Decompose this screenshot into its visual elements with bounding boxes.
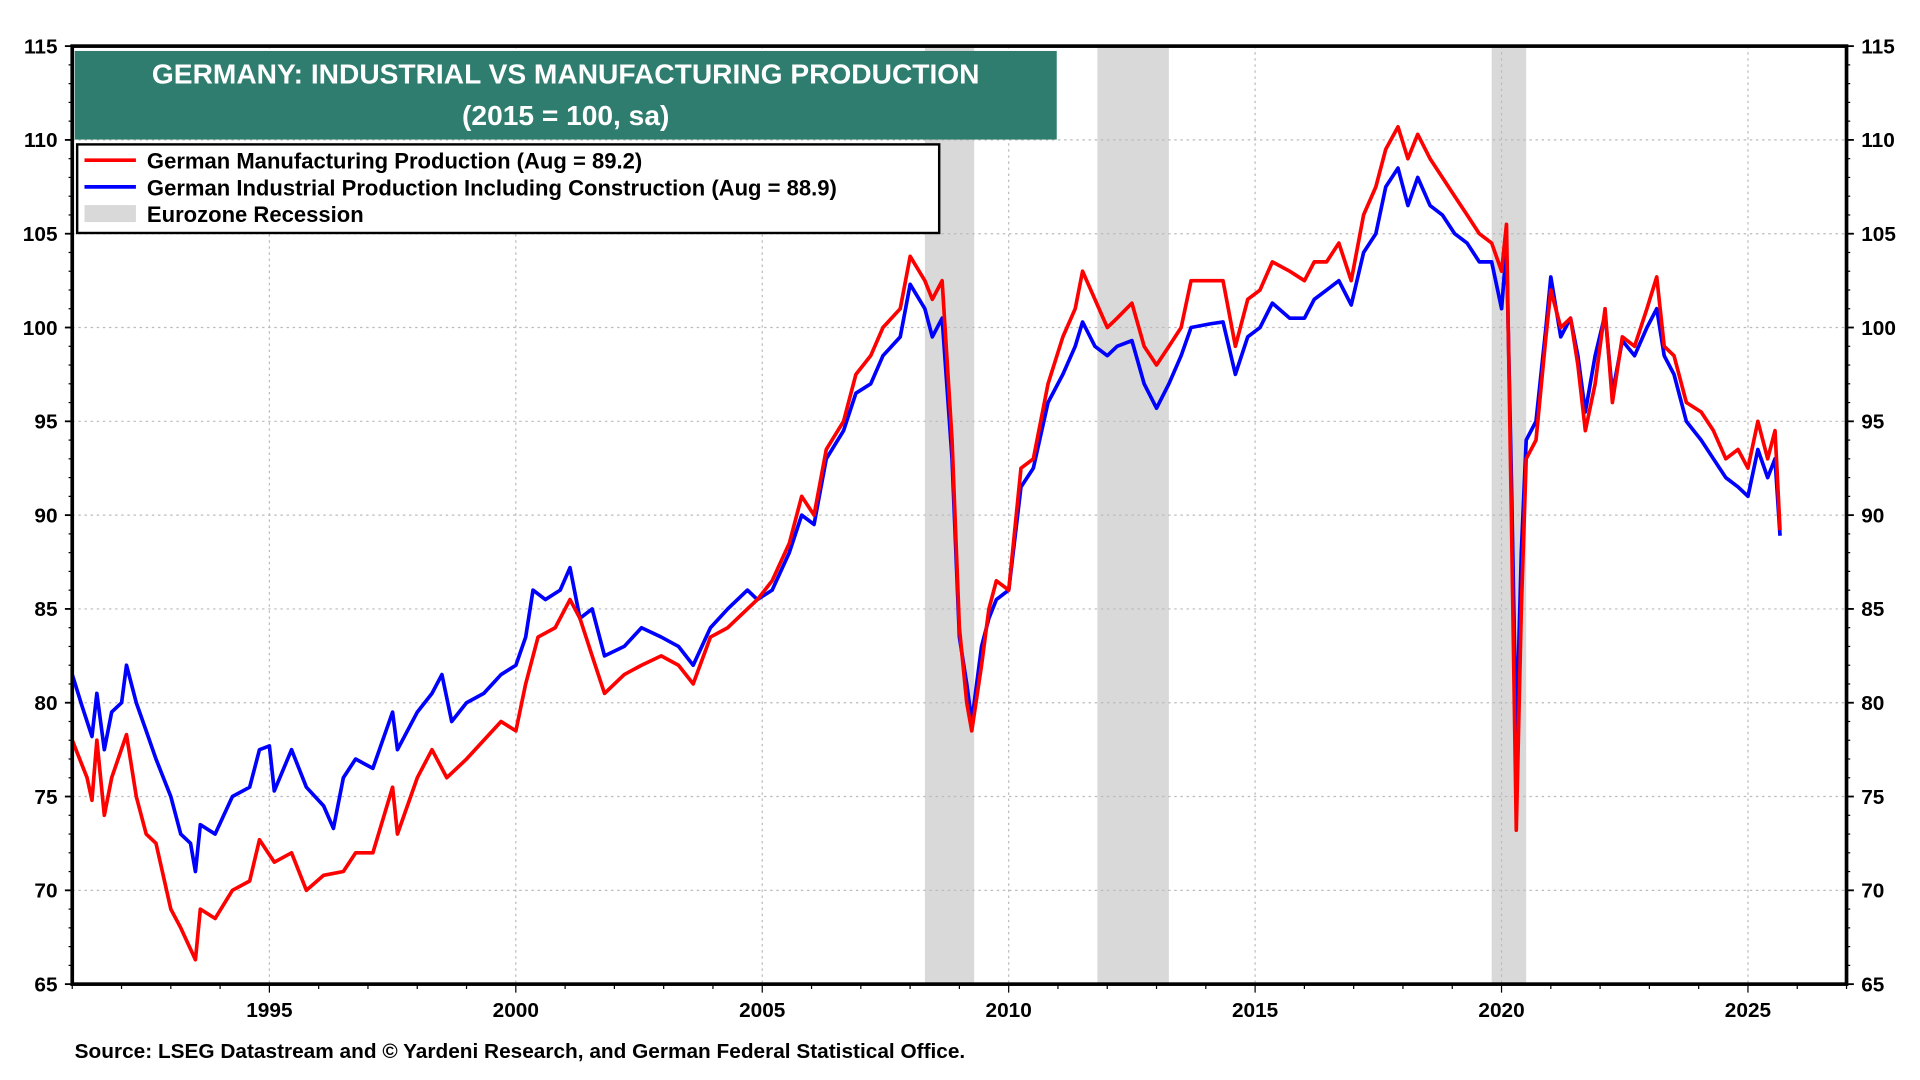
y-tick-label-left: 105 bbox=[23, 223, 58, 246]
y-tick-label-left: 75 bbox=[34, 786, 57, 809]
x-tick-label: 2015 bbox=[1232, 999, 1278, 1022]
x-tick-label: 2010 bbox=[986, 999, 1032, 1022]
y-tick-label-right: 80 bbox=[1861, 692, 1884, 715]
x-tick-label: 1995 bbox=[246, 999, 292, 1022]
y-tick-label-left: 65 bbox=[34, 973, 57, 996]
y-tick-label-right: 65 bbox=[1861, 973, 1884, 996]
legend-label-manufacturing: German Manufacturing Production (Aug = 8… bbox=[147, 149, 642, 174]
y-tick-label-left: 85 bbox=[34, 598, 57, 621]
y-tick-label-left: 95 bbox=[34, 411, 57, 434]
legend-swatch-recession bbox=[84, 205, 136, 223]
x-tick-label: 2020 bbox=[1478, 999, 1524, 1022]
axis-ticks: 65 65 70 70 75 75 80 80 85 85 90 90 95 95 100 100 105 105… bbox=[23, 35, 1896, 1021]
x-tick-label: 2025 bbox=[1725, 999, 1771, 1022]
series-line-german-manufacturing-production bbox=[70, 124, 1782, 962]
x-tick-label: 2000 bbox=[493, 999, 539, 1022]
y-tick-label-right: 85 bbox=[1861, 598, 1884, 621]
y-tick-label-right: 100 bbox=[1861, 317, 1896, 340]
plot-frame bbox=[70, 44, 1849, 986]
y-tick-label-left: 80 bbox=[34, 692, 57, 715]
y-tick-label-left: 110 bbox=[24, 129, 58, 152]
legend-label-recession: Eurozone Recession bbox=[147, 202, 364, 227]
x-tick-label: 2005 bbox=[739, 999, 785, 1022]
y-tick-label-right: 115 bbox=[1861, 35, 1895, 58]
y-tick-label-right: 70 bbox=[1861, 880, 1884, 903]
source-note: Source: LSEG Datastream and © Yardeni Re… bbox=[75, 1040, 966, 1063]
y-tick-label-right: 105 bbox=[1861, 223, 1896, 246]
legend-label-industrial: German Industrial Production Including C… bbox=[147, 175, 837, 200]
chart-title: GERMANY: INDUSTRIAL VS MANUFACTURING PRO… bbox=[152, 59, 980, 90]
y-tick-label-left: 70 bbox=[34, 880, 57, 903]
y-tick-label-right: 95 bbox=[1861, 411, 1884, 434]
chart-subtitle: (2015 = 100, sa) bbox=[462, 100, 669, 131]
y-tick-label-right: 110 bbox=[1861, 129, 1895, 152]
y-tick-label-left: 100 bbox=[23, 317, 58, 340]
title-box: GERMANY: INDUSTRIAL VS MANUFACTURING PRO… bbox=[74, 50, 1057, 140]
y-tick-label-right: 90 bbox=[1861, 504, 1884, 527]
y-tick-label-left: 90 bbox=[34, 504, 57, 527]
y-tick-label-right: 75 bbox=[1861, 786, 1884, 809]
legend: German Manufacturing Production (Aug = 8… bbox=[75, 143, 941, 235]
y-tick-label-left: 115 bbox=[24, 35, 58, 58]
series-lines bbox=[70, 124, 1782, 962]
recession-band bbox=[1491, 46, 1527, 985]
